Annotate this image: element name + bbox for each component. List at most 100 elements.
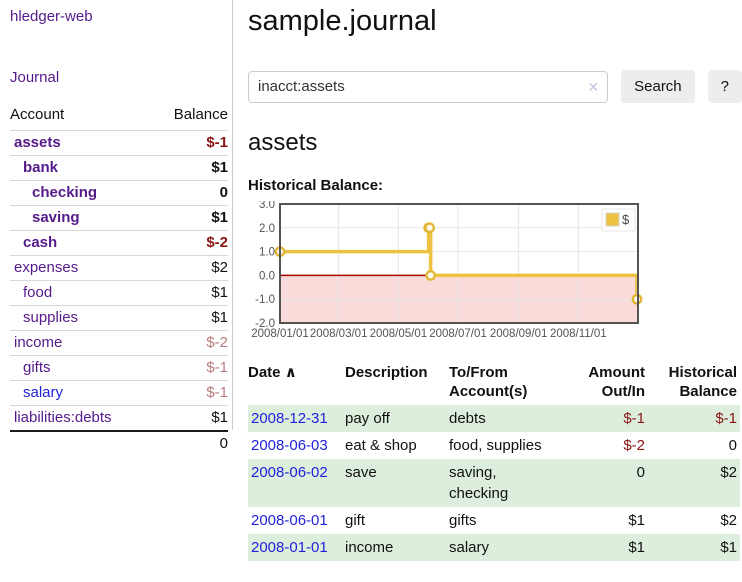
transaction-balance: $-1 [715, 410, 737, 427]
account-link-food[interactable]: food [23, 284, 53, 301]
account-link-salary[interactable]: salary [23, 384, 64, 401]
transaction-date-cell: 2008-12-31 [248, 405, 345, 432]
transaction-date-link[interactable]: 2008-06-02 [251, 464, 328, 481]
account-balance: $-1 [152, 130, 228, 156]
svg-text:2008/11/01: 2008/11/01 [550, 328, 607, 340]
account-row: gifts $-1 [10, 355, 228, 381]
col-description-label: Description [345, 364, 428, 381]
svg-text:1.0: 1.0 [259, 247, 275, 259]
register-row: 2008-06-01 gift gifts $1 $2 [248, 507, 740, 534]
brand-link[interactable]: hledger-web [10, 8, 93, 25]
transaction-accounts: salary [449, 539, 490, 556]
transaction-description: income [345, 539, 394, 556]
account-row: bank $1 [10, 155, 228, 181]
account-balance: $1 [152, 405, 228, 431]
transaction-amount: $1 [628, 512, 645, 529]
transaction-description: pay off [345, 410, 390, 427]
account-row: saving $1 [10, 205, 228, 231]
svg-text:-1.0: -1.0 [255, 294, 275, 306]
col-amount-outin: Amount Out/In [588, 364, 645, 400]
svg-text:2008/01/01: 2008/01/01 [251, 328, 309, 340]
svg-text:2008/03/01: 2008/03/01 [310, 328, 368, 340]
transaction-balance: $2 [720, 512, 737, 529]
register-row: 2008-06-03 eat & shop food, supplies $-2 0 [248, 432, 740, 459]
account-row: liabilities:debts $1 [10, 405, 228, 431]
svg-text:2008/05/01: 2008/05/01 [370, 328, 428, 340]
account-link-expenses[interactable]: expenses [14, 259, 79, 276]
col-date-label: Date [248, 364, 281, 381]
account-link-checking[interactable]: checking [32, 184, 98, 201]
transaction-date-link[interactable]: 2008-01-01 [251, 539, 328, 556]
search-box: ✕ [248, 70, 609, 103]
account-link-income[interactable]: income [14, 334, 63, 351]
svg-text:2008/07/01: 2008/07/01 [429, 328, 487, 340]
account-row: expenses $2 [10, 255, 228, 281]
svg-text:3.0: 3.0 [259, 201, 275, 211]
account-balance: $-2 [152, 330, 228, 356]
account-balance: $2 [152, 255, 228, 281]
balance-chart: $3.0 2.0 1.0 0.0 -1.0 -2.0 2008/01/01 2008/03/0… [248, 201, 742, 344]
account-link-cash[interactable]: cash [23, 234, 58, 251]
account-link-bank[interactable]: bank [23, 159, 59, 176]
account-balance: $1 [152, 280, 228, 306]
account-balance: $-2 [152, 230, 228, 256]
svg-text:2008/09/01: 2008/09/01 [490, 328, 548, 340]
account-row: supplies $1 [10, 305, 228, 331]
account-balance: $-1 [152, 380, 228, 406]
transaction-date-cell: 2008-06-02 [248, 459, 345, 507]
transaction-date-link[interactable]: 2008-06-03 [251, 437, 328, 454]
account-row: checking 0 [10, 180, 228, 206]
accounts-header-row: Account Balance [10, 102, 228, 131]
account-balance: $1 [152, 155, 228, 181]
col-date[interactable]: Date ∧ [248, 361, 345, 405]
account-link-liabilities-debts[interactable]: liabilities:debts [14, 409, 112, 426]
transaction-accounts: debts [449, 410, 486, 427]
transaction-amount: 0 [636, 464, 645, 481]
account-link-assets[interactable]: assets [14, 134, 61, 151]
help-button[interactable]: ? [707, 70, 742, 103]
search-button[interactable]: Search [621, 70, 695, 103]
accounts-total-row: 0 [10, 430, 228, 455]
svg-text:0.0: 0.0 [259, 270, 275, 282]
register-row: 2008-06-02 save saving, checking 0 $2 [248, 459, 740, 507]
account-balance: 0 [152, 180, 228, 206]
account-link-supplies[interactable]: supplies [23, 309, 79, 326]
sidebar: hledger-web Journal Account Balance asse… [0, 0, 233, 455]
col-description: Description [345, 361, 449, 405]
register-table: Date ∧ Description To/From Account(s) Amo… [248, 361, 740, 561]
transaction-amount: $1 [628, 539, 645, 556]
account-row: salary $-1 [10, 380, 228, 406]
accounts-total-value: 0 [152, 430, 228, 455]
account-balance: $1 [152, 205, 228, 231]
account-row: income $-2 [10, 330, 228, 356]
sort-asc-icon: ∧ [284, 364, 297, 381]
clear-search-icon[interactable]: ✕ [587, 78, 600, 95]
svg-text:-2.0: -2.0 [255, 318, 275, 330]
account-balance: $1 [152, 305, 228, 331]
search-input[interactable] [248, 70, 609, 103]
accounts-total-spacer [10, 430, 153, 455]
sidebar-item-journal[interactable]: Journal [10, 69, 60, 86]
account-row: cash $-2 [10, 230, 228, 256]
svg-text:$: $ [622, 212, 630, 227]
register-row: 2008-12-31 pay off debts $-1 $-1 [248, 405, 740, 432]
col-historical-balance: Historical Balance [668, 364, 737, 400]
transaction-amount: $-1 [623, 410, 645, 427]
account-row: assets $-1 [10, 130, 228, 156]
transaction-date-link[interactable]: 2008-12-31 [251, 410, 328, 427]
transaction-accounts: gifts [449, 512, 477, 529]
transaction-accounts: saving, checking [449, 464, 509, 502]
svg-text:2.0: 2.0 [259, 223, 275, 235]
transaction-date-cell: 2008-06-03 [248, 432, 345, 459]
transaction-date-link[interactable]: 2008-06-01 [251, 512, 328, 529]
account-heading: assets [248, 129, 318, 156]
col-tofrom-accounts: To/From Account(s) [449, 364, 528, 400]
account-link-saving[interactable]: saving [32, 209, 80, 226]
transaction-description: gift [345, 512, 366, 529]
accounts-table: Account Balance assets $-1 bank $1 checking 0… [10, 102, 228, 455]
search-form: ✕ Search ? [248, 70, 742, 103]
account-link-gifts[interactable]: gifts [23, 359, 51, 376]
transaction-date-cell: 2008-01-01 [248, 534, 345, 561]
transaction-date-cell: 2008-06-01 [248, 507, 345, 534]
main-content: sample.journal ✕ Search ? assets Histori… [248, 0, 742, 561]
